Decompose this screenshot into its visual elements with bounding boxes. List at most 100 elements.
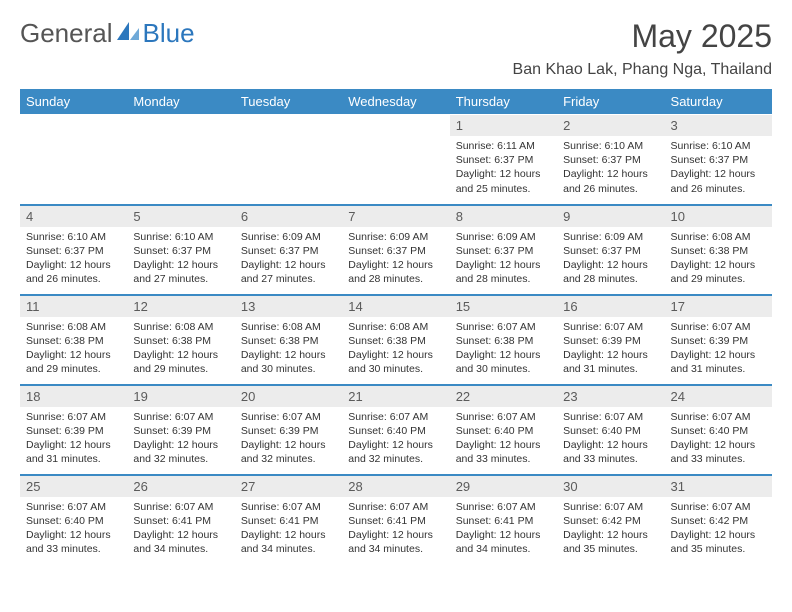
day-details: Sunrise: 6:07 AMSunset: 6:39 PMDaylight:… [235, 407, 342, 471]
title-block: May 2025 Ban Khao Lak, Phang Nga, Thaila… [513, 18, 772, 79]
day-number: 8 [450, 206, 557, 227]
day-number: 25 [20, 476, 127, 497]
day-details: Sunrise: 6:07 AMSunset: 6:40 PMDaylight:… [557, 407, 664, 471]
day-details: Sunrise: 6:07 AMSunset: 6:41 PMDaylight:… [450, 497, 557, 561]
calendar-cell: 2Sunrise: 6:10 AMSunset: 6:37 PMDaylight… [557, 115, 664, 205]
calendar-cell: 3Sunrise: 6:10 AMSunset: 6:37 PMDaylight… [665, 115, 772, 205]
day-number: 11 [20, 296, 127, 317]
day-number: 9 [557, 206, 664, 227]
calendar-body: ........1Sunrise: 6:11 AMSunset: 6:37 PM… [20, 115, 772, 565]
calendar-cell: 27Sunrise: 6:07 AMSunset: 6:41 PMDayligh… [235, 475, 342, 565]
calendar-cell: 16Sunrise: 6:07 AMSunset: 6:39 PMDayligh… [557, 295, 664, 385]
day-number: 26 [127, 476, 234, 497]
calendar-cell: 1Sunrise: 6:11 AMSunset: 6:37 PMDaylight… [450, 115, 557, 205]
calendar-cell: 30Sunrise: 6:07 AMSunset: 6:42 PMDayligh… [557, 475, 664, 565]
weekday-header: Friday [557, 89, 664, 115]
day-details: Sunrise: 6:07 AMSunset: 6:39 PMDaylight:… [127, 407, 234, 471]
day-number: 6 [235, 206, 342, 227]
day-details: Sunrise: 6:07 AMSunset: 6:42 PMDaylight:… [665, 497, 772, 561]
weekday-header: Thursday [450, 89, 557, 115]
day-details: Sunrise: 6:07 AMSunset: 6:40 PMDaylight:… [665, 407, 772, 471]
calendar-cell: 29Sunrise: 6:07 AMSunset: 6:41 PMDayligh… [450, 475, 557, 565]
calendar-cell: 25Sunrise: 6:07 AMSunset: 6:40 PMDayligh… [20, 475, 127, 565]
calendar-cell: 7Sunrise: 6:09 AMSunset: 6:37 PMDaylight… [342, 205, 449, 295]
day-details: Sunrise: 6:08 AMSunset: 6:38 PMDaylight:… [235, 317, 342, 381]
page-title: May 2025 [513, 18, 772, 55]
calendar-cell: .. [127, 115, 234, 205]
calendar-cell: 13Sunrise: 6:08 AMSunset: 6:38 PMDayligh… [235, 295, 342, 385]
day-number: 31 [665, 476, 772, 497]
calendar-cell: 19Sunrise: 6:07 AMSunset: 6:39 PMDayligh… [127, 385, 234, 475]
day-number: 4 [20, 206, 127, 227]
day-number: 7 [342, 206, 449, 227]
day-number: 5 [127, 206, 234, 227]
weekday-header: Wednesday [342, 89, 449, 115]
day-details: Sunrise: 6:09 AMSunset: 6:37 PMDaylight:… [235, 227, 342, 291]
day-details: Sunrise: 6:07 AMSunset: 6:40 PMDaylight:… [342, 407, 449, 471]
day-details: Sunrise: 6:07 AMSunset: 6:38 PMDaylight:… [450, 317, 557, 381]
day-number: 1 [450, 115, 557, 136]
day-number: 29 [450, 476, 557, 497]
calendar-cell: 8Sunrise: 6:09 AMSunset: 6:37 PMDaylight… [450, 205, 557, 295]
weekday-header: Monday [127, 89, 234, 115]
logo-sail-icon [115, 18, 141, 49]
calendar-cell: 24Sunrise: 6:07 AMSunset: 6:40 PMDayligh… [665, 385, 772, 475]
calendar-cell: 10Sunrise: 6:08 AMSunset: 6:38 PMDayligh… [665, 205, 772, 295]
calendar-cell: 4Sunrise: 6:10 AMSunset: 6:37 PMDaylight… [20, 205, 127, 295]
day-number: 21 [342, 386, 449, 407]
day-details: Sunrise: 6:07 AMSunset: 6:41 PMDaylight:… [235, 497, 342, 561]
calendar-cell: 6Sunrise: 6:09 AMSunset: 6:37 PMDaylight… [235, 205, 342, 295]
day-details: Sunrise: 6:11 AMSunset: 6:37 PMDaylight:… [450, 136, 557, 200]
calendar-cell: 14Sunrise: 6:08 AMSunset: 6:38 PMDayligh… [342, 295, 449, 385]
logo-text-1: General [20, 18, 113, 49]
logo-text-2: Blue [143, 18, 195, 49]
calendar-cell: .. [342, 115, 449, 205]
day-number: 24 [665, 386, 772, 407]
calendar-cell: 9Sunrise: 6:09 AMSunset: 6:37 PMDaylight… [557, 205, 664, 295]
calendar-cell: 11Sunrise: 6:08 AMSunset: 6:38 PMDayligh… [20, 295, 127, 385]
day-details: Sunrise: 6:07 AMSunset: 6:40 PMDaylight:… [20, 497, 127, 561]
calendar-cell: 5Sunrise: 6:10 AMSunset: 6:37 PMDaylight… [127, 205, 234, 295]
day-details: Sunrise: 6:07 AMSunset: 6:39 PMDaylight:… [665, 317, 772, 381]
day-details: Sunrise: 6:10 AMSunset: 6:37 PMDaylight:… [127, 227, 234, 291]
weekday-header: Tuesday [235, 89, 342, 115]
day-number: 2 [557, 115, 664, 136]
calendar-table: SundayMondayTuesdayWednesdayThursdayFrid… [20, 89, 772, 565]
day-number: 10 [665, 206, 772, 227]
day-number: 12 [127, 296, 234, 317]
calendar-cell: 23Sunrise: 6:07 AMSunset: 6:40 PMDayligh… [557, 385, 664, 475]
day-details: Sunrise: 6:08 AMSunset: 6:38 PMDaylight:… [342, 317, 449, 381]
calendar-cell: 28Sunrise: 6:07 AMSunset: 6:41 PMDayligh… [342, 475, 449, 565]
day-number: 14 [342, 296, 449, 317]
day-number: 28 [342, 476, 449, 497]
day-details: Sunrise: 6:07 AMSunset: 6:41 PMDaylight:… [342, 497, 449, 561]
day-details: Sunrise: 6:08 AMSunset: 6:38 PMDaylight:… [127, 317, 234, 381]
day-number: 19 [127, 386, 234, 407]
day-details: Sunrise: 6:08 AMSunset: 6:38 PMDaylight:… [665, 227, 772, 291]
weekday-header: Sunday [20, 89, 127, 115]
day-number: 27 [235, 476, 342, 497]
day-details: Sunrise: 6:07 AMSunset: 6:40 PMDaylight:… [450, 407, 557, 471]
location-text: Ban Khao Lak, Phang Nga, Thailand [513, 61, 772, 79]
logo: General Blue [20, 18, 195, 49]
calendar-cell: .. [20, 115, 127, 205]
day-number: 16 [557, 296, 664, 317]
day-details: Sunrise: 6:07 AMSunset: 6:41 PMDaylight:… [127, 497, 234, 561]
day-number: 3 [665, 115, 772, 136]
day-details: Sunrise: 6:10 AMSunset: 6:37 PMDaylight:… [20, 227, 127, 291]
calendar-cell: 20Sunrise: 6:07 AMSunset: 6:39 PMDayligh… [235, 385, 342, 475]
calendar-header-row: SundayMondayTuesdayWednesdayThursdayFrid… [20, 89, 772, 115]
day-number: 18 [20, 386, 127, 407]
weekday-header: Saturday [665, 89, 772, 115]
day-details: Sunrise: 6:08 AMSunset: 6:38 PMDaylight:… [20, 317, 127, 381]
day-number: 15 [450, 296, 557, 317]
day-number: 13 [235, 296, 342, 317]
day-details: Sunrise: 6:07 AMSunset: 6:39 PMDaylight:… [20, 407, 127, 471]
day-details: Sunrise: 6:09 AMSunset: 6:37 PMDaylight:… [342, 227, 449, 291]
calendar-cell: 21Sunrise: 6:07 AMSunset: 6:40 PMDayligh… [342, 385, 449, 475]
calendar-cell: 17Sunrise: 6:07 AMSunset: 6:39 PMDayligh… [665, 295, 772, 385]
calendar-cell: 18Sunrise: 6:07 AMSunset: 6:39 PMDayligh… [20, 385, 127, 475]
calendar-cell: .. [235, 115, 342, 205]
header: General Blue May 2025 Ban Khao Lak, Phan… [20, 18, 772, 79]
day-number: 20 [235, 386, 342, 407]
